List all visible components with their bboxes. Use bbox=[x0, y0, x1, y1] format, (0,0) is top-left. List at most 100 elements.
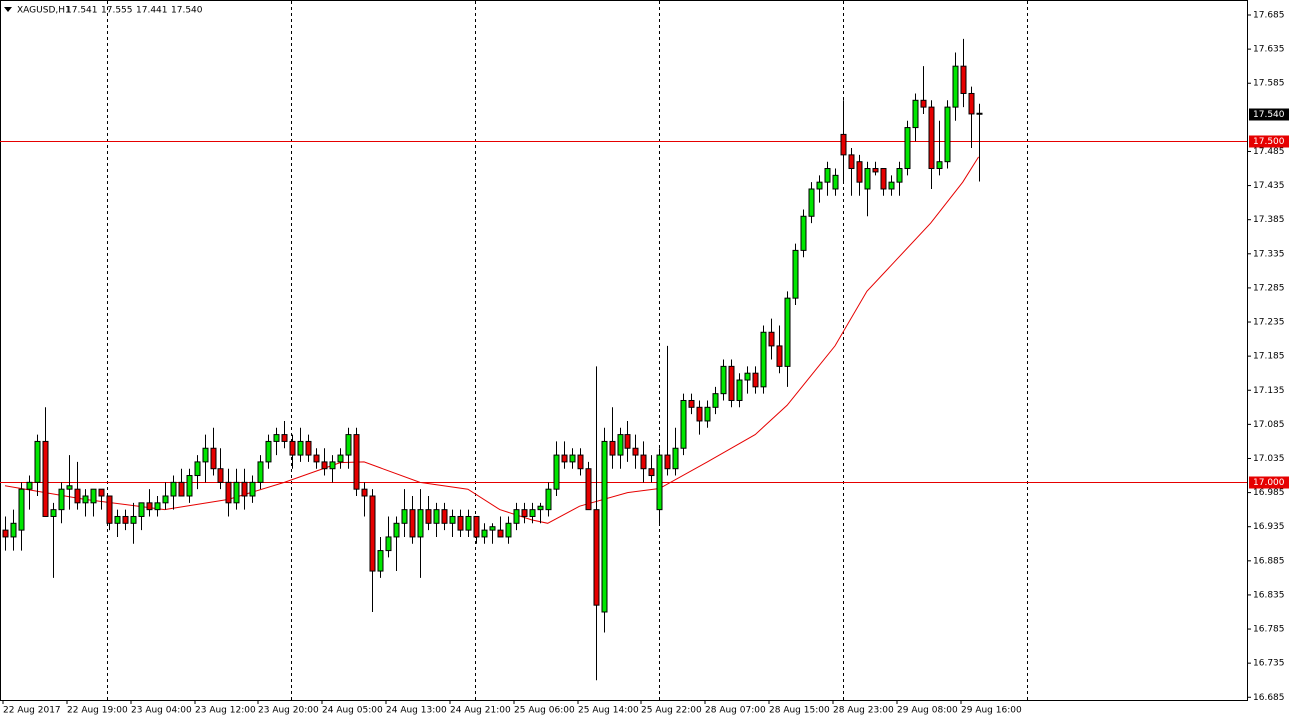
candle-body bbox=[409, 509, 416, 538]
candle-body bbox=[82, 495, 89, 504]
candle-body bbox=[90, 488, 97, 504]
candle-body bbox=[170, 481, 177, 497]
candle-body bbox=[688, 399, 695, 408]
candle-body bbox=[505, 522, 512, 538]
candle-body bbox=[601, 440, 608, 613]
candle-body bbox=[824, 168, 831, 183]
y-tick-label: 17.635 bbox=[1253, 45, 1285, 55]
header-value: 17.441 bbox=[136, 6, 168, 16]
candle-body bbox=[744, 372, 751, 381]
candle-body bbox=[18, 488, 25, 531]
candle-body bbox=[297, 440, 304, 456]
candle-body bbox=[904, 127, 911, 170]
candle-body bbox=[928, 106, 935, 170]
candle-body bbox=[944, 106, 951, 163]
candle-body bbox=[712, 393, 719, 408]
candle-body bbox=[162, 495, 169, 504]
candle-body bbox=[417, 509, 424, 538]
candle-body bbox=[329, 461, 336, 470]
candle-body bbox=[154, 502, 161, 511]
candle-body bbox=[58, 488, 65, 511]
x-tick-label: 29 Aug 08:00 bbox=[897, 706, 958, 716]
candle-body bbox=[313, 454, 320, 463]
candle-body bbox=[497, 529, 504, 538]
candle-body bbox=[42, 440, 49, 517]
candle-body bbox=[321, 461, 328, 470]
candle-body bbox=[66, 485, 73, 490]
candle-body bbox=[489, 526, 496, 531]
candle-body bbox=[864, 168, 871, 190]
candle-body bbox=[122, 515, 129, 524]
plot-frame bbox=[0, 0, 1248, 701]
y-tick-label: 17.285 bbox=[1253, 283, 1285, 293]
candle-body bbox=[146, 502, 153, 511]
candle-body bbox=[704, 406, 711, 422]
candle-body bbox=[10, 522, 17, 538]
y-tick-label: 16.735 bbox=[1253, 659, 1285, 669]
candle-body bbox=[425, 509, 432, 524]
candle-body bbox=[776, 345, 783, 367]
candle-body bbox=[920, 99, 927, 108]
candle-body bbox=[537, 505, 544, 511]
candle-body bbox=[217, 468, 224, 483]
y-tick-label: 17.235 bbox=[1253, 318, 1285, 328]
candle-body bbox=[106, 495, 113, 524]
candle-body bbox=[441, 509, 448, 524]
candle-body bbox=[353, 434, 360, 490]
last-price-label: 17.540 bbox=[1253, 110, 1285, 120]
candle-body bbox=[529, 509, 536, 517]
candle-body bbox=[720, 365, 727, 395]
price-level-label: 17.000 bbox=[1253, 478, 1285, 488]
candle-body bbox=[680, 399, 687, 449]
candle-body bbox=[513, 509, 520, 524]
candle-body bbox=[672, 447, 679, 470]
candle-body bbox=[968, 92, 975, 115]
x-tick-label: 22 Aug 19:00 bbox=[67, 706, 128, 716]
x-tick-label: 22 Aug 2017 bbox=[3, 706, 61, 716]
candle-body bbox=[241, 481, 248, 497]
x-tick-label: 24 Aug 13:00 bbox=[386, 706, 447, 716]
candle-body bbox=[433, 509, 440, 524]
candle-body bbox=[784, 297, 791, 367]
candle-body bbox=[249, 481, 256, 497]
candle-body bbox=[736, 379, 743, 401]
candle-body bbox=[98, 488, 105, 497]
header-value: 17.540 bbox=[171, 6, 203, 16]
candle-body bbox=[281, 434, 288, 442]
candle-body bbox=[369, 495, 376, 572]
candle-body bbox=[233, 481, 240, 504]
header-value: 17.541 bbox=[66, 6, 98, 16]
price-level-label: 17.500 bbox=[1253, 137, 1285, 147]
candle-body bbox=[473, 515, 480, 538]
candle-body bbox=[752, 372, 759, 388]
candle-body bbox=[393, 522, 400, 538]
y-tick-label: 17.585 bbox=[1253, 79, 1285, 89]
candle-body bbox=[792, 249, 799, 299]
candle-body bbox=[457, 515, 464, 531]
candle-body bbox=[210, 447, 217, 470]
candle-body bbox=[305, 440, 312, 456]
candle-body bbox=[265, 440, 272, 463]
x-tick-label: 24 Aug 05:00 bbox=[322, 706, 383, 716]
candle-body bbox=[114, 515, 121, 524]
candle-body bbox=[401, 509, 408, 524]
candle-body bbox=[936, 161, 943, 170]
candle-body bbox=[593, 509, 600, 606]
candle-body bbox=[609, 440, 616, 456]
candle-body bbox=[728, 365, 735, 401]
candle-body bbox=[808, 188, 815, 217]
candle-body bbox=[465, 515, 472, 531]
candle-body bbox=[521, 509, 528, 517]
candle-body bbox=[848, 154, 855, 170]
y-tick-label: 17.385 bbox=[1253, 215, 1285, 225]
candle-body bbox=[186, 475, 193, 497]
candle-body bbox=[577, 454, 584, 470]
candle-body bbox=[202, 447, 209, 463]
candle-body bbox=[337, 454, 344, 463]
y-tick-label: 17.035 bbox=[1253, 454, 1285, 464]
candle-body bbox=[74, 488, 81, 504]
menu-icon[interactable] bbox=[4, 7, 12, 12]
candle-body bbox=[624, 434, 631, 449]
x-tick-label: 25 Aug 22:00 bbox=[641, 706, 702, 716]
candle-body bbox=[545, 488, 552, 511]
